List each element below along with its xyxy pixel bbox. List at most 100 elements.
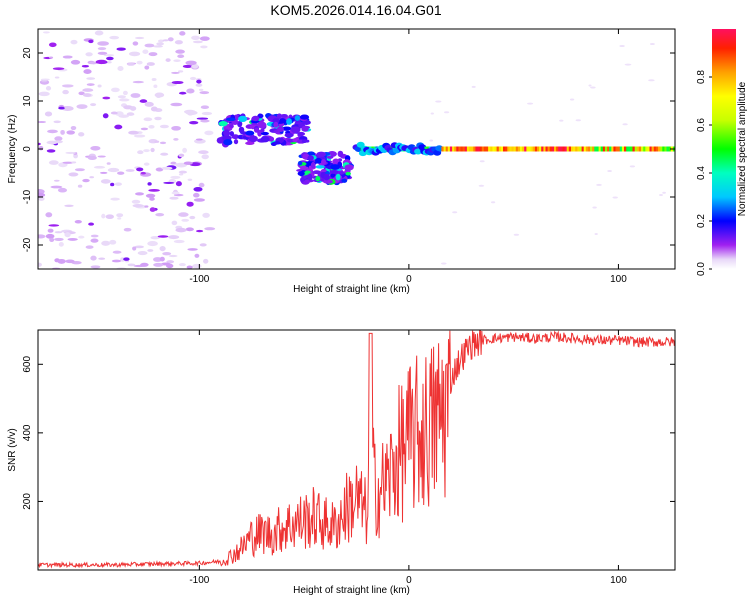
cluster-cell <box>225 117 236 122</box>
carrier-cell <box>566 146 570 152</box>
noise-cell <box>200 45 208 49</box>
noise-cell <box>607 170 612 172</box>
snr-line-group <box>38 330 675 569</box>
noise-cell <box>193 198 205 202</box>
noise-cell <box>159 124 169 129</box>
cluster-cell <box>335 173 341 181</box>
noise-cell <box>590 86 596 89</box>
noise-cell <box>149 197 155 201</box>
noise-cell <box>171 71 180 74</box>
noise-cell <box>200 105 210 110</box>
noise-cell <box>133 134 146 138</box>
cluster-cell <box>315 165 325 169</box>
carrier-cell <box>596 146 600 152</box>
cluster-cell <box>321 159 327 165</box>
snr-y-tick-label: 400 <box>22 424 33 441</box>
noise-cell <box>97 155 106 158</box>
colorbar-tick-label: 0.6 <box>696 118 707 132</box>
cluster-cell <box>273 141 281 145</box>
noise-cell <box>204 130 214 136</box>
carrier-cell <box>607 146 610 152</box>
noise-cell <box>95 59 108 65</box>
noise-cell <box>134 245 144 249</box>
noise-cell <box>146 62 155 66</box>
carrier-cell <box>626 146 629 152</box>
noise-cell <box>147 241 158 247</box>
carrier-cell <box>471 146 474 152</box>
noise-cell <box>48 56 54 59</box>
carrier-cell <box>490 146 493 152</box>
noise-cell <box>68 172 79 177</box>
carrier-cell <box>587 146 591 152</box>
noise-cell <box>185 227 194 232</box>
noise-cell <box>178 212 189 217</box>
noise-cell <box>46 149 56 153</box>
carrier-blob <box>433 149 442 156</box>
noise-cell <box>161 166 173 170</box>
noise-cell <box>193 192 200 198</box>
noise-cell <box>85 245 94 249</box>
snr-x-tick-label: -100 <box>189 575 209 586</box>
noise-cell <box>102 96 111 100</box>
noise-cell <box>61 84 74 88</box>
noise-cell <box>132 203 144 208</box>
cluster-cell <box>297 161 303 166</box>
noise-cell <box>112 250 122 254</box>
carrier-cell <box>575 146 578 152</box>
colorbar-label: Normalized spectral amplitude <box>737 81 748 216</box>
noise-cell <box>154 116 162 121</box>
noise-cell <box>147 249 154 252</box>
noise-cell <box>441 262 447 265</box>
noise-cell <box>106 56 114 61</box>
noise-cell <box>76 104 88 109</box>
carrier-blob <box>414 148 423 155</box>
noise-cell <box>178 91 187 95</box>
noise-cell <box>117 171 125 175</box>
carrier-cell <box>658 146 661 152</box>
cluster-cell <box>344 164 354 171</box>
cluster-cell <box>229 131 235 137</box>
noise-cell <box>165 58 171 62</box>
carrier-cell <box>483 146 487 152</box>
noise-cell <box>140 171 146 175</box>
noise-cell <box>189 76 197 81</box>
noise-cell <box>177 70 184 73</box>
noise-cell <box>90 145 101 151</box>
noise-cell <box>107 167 120 173</box>
carrier-cell <box>541 146 544 152</box>
colorbar-tick-label: 0.4 <box>696 166 707 180</box>
noise-cell <box>86 83 95 86</box>
noise-cell <box>48 224 60 227</box>
noise-cell <box>185 60 197 66</box>
noise-cell <box>186 201 194 207</box>
carrier-cell <box>630 146 634 152</box>
noise-cell <box>82 88 94 92</box>
noise-cell <box>199 36 210 41</box>
carrier-cell <box>581 146 585 152</box>
cluster-cell <box>310 161 316 169</box>
plot-background <box>38 330 675 570</box>
carrier-cell <box>613 146 617 152</box>
carrier-cell <box>522 146 525 152</box>
noise-cell <box>168 254 178 258</box>
cluster-cell <box>237 120 243 128</box>
noise-cell <box>179 31 186 36</box>
carrier-cell <box>562 146 566 152</box>
carrier-cell <box>511 146 515 152</box>
carrier-cell <box>513 146 517 152</box>
noise-cell <box>47 129 58 134</box>
carrier-cell <box>528 146 532 152</box>
noise-cell <box>429 139 434 142</box>
noise-cell <box>142 49 149 54</box>
noise-cell <box>90 238 99 243</box>
carrier-cell <box>649 146 653 152</box>
noise-cell <box>159 256 165 262</box>
noise-cell <box>159 141 167 145</box>
noise-cell <box>90 103 97 107</box>
carrier-cell <box>524 146 527 152</box>
carrier-cell <box>537 146 540 152</box>
cluster-cell <box>260 128 265 133</box>
carrier-cell <box>505 146 508 152</box>
noise-cell <box>58 106 65 110</box>
